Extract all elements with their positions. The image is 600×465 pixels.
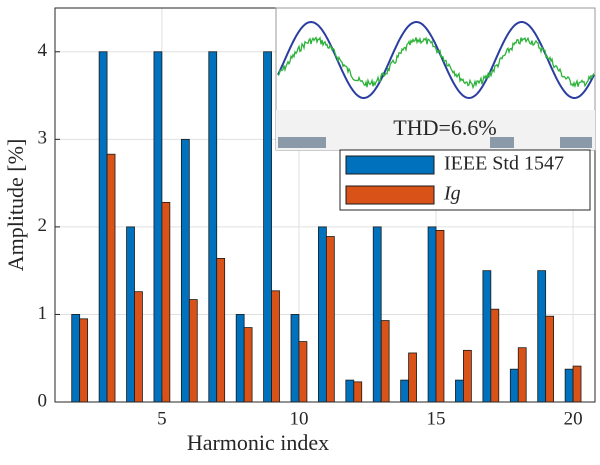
bar xyxy=(400,379,410,403)
bar xyxy=(490,308,500,403)
bar xyxy=(290,314,300,403)
x-tick-label: 20 xyxy=(564,408,583,429)
bar xyxy=(263,51,272,403)
y-tick-label: 1 xyxy=(38,303,48,324)
thd-annotation: THD=6.6% xyxy=(393,115,496,140)
bar xyxy=(235,314,245,403)
bar xyxy=(271,290,280,403)
inset-widget xyxy=(490,137,514,148)
bar xyxy=(106,153,116,403)
bar xyxy=(517,347,527,403)
legend-swatch xyxy=(345,155,435,175)
bar xyxy=(318,226,327,403)
legend: IEEE Std 1547 Ig xyxy=(339,149,591,211)
bars xyxy=(71,51,582,403)
y-tick-label: 0 xyxy=(38,390,48,411)
bar xyxy=(372,226,382,403)
bar xyxy=(353,381,363,403)
y-tick-label: 3 xyxy=(38,128,48,149)
bar xyxy=(380,320,390,403)
legend-label: Ig xyxy=(443,183,461,205)
bar xyxy=(564,368,574,403)
bar xyxy=(216,258,226,403)
bar xyxy=(325,236,335,403)
oscilloscope-inset xyxy=(275,7,596,151)
bar xyxy=(153,51,163,403)
x-tick-label: 15 xyxy=(427,408,446,429)
inset-widget xyxy=(560,137,592,148)
bar xyxy=(98,51,108,403)
bar xyxy=(482,270,492,403)
y-tick-label: 2 xyxy=(38,215,48,236)
scope-trace-current xyxy=(277,36,595,90)
inset-status xyxy=(276,110,595,150)
bar xyxy=(463,349,472,403)
x-tick-label: 5 xyxy=(157,408,167,429)
bar xyxy=(79,318,89,403)
bar xyxy=(298,341,308,403)
bar xyxy=(509,368,519,403)
bar xyxy=(243,327,253,403)
bar xyxy=(537,270,547,403)
bar xyxy=(161,201,171,403)
bar xyxy=(545,315,555,403)
y-axis-label: Amplitude [%] xyxy=(3,139,28,272)
inset-widget xyxy=(278,137,326,148)
bar xyxy=(345,379,355,403)
x-axis-label: Harmonic index xyxy=(187,430,329,455)
y-tick-label: 4 xyxy=(38,40,48,61)
bar xyxy=(71,314,81,403)
bar xyxy=(572,365,582,403)
bar xyxy=(435,229,445,403)
bar xyxy=(427,226,437,403)
legend-label: IEEE Std 1547 xyxy=(444,153,564,175)
bar xyxy=(455,379,464,403)
scope-trace-voltage xyxy=(277,20,595,100)
bar xyxy=(180,138,190,403)
x-tick-label: 10 xyxy=(289,408,308,429)
bar xyxy=(408,352,417,403)
bar xyxy=(208,51,218,403)
bar xyxy=(126,226,135,403)
bar xyxy=(188,299,198,403)
legend-swatch xyxy=(345,185,435,205)
bar xyxy=(134,291,143,403)
